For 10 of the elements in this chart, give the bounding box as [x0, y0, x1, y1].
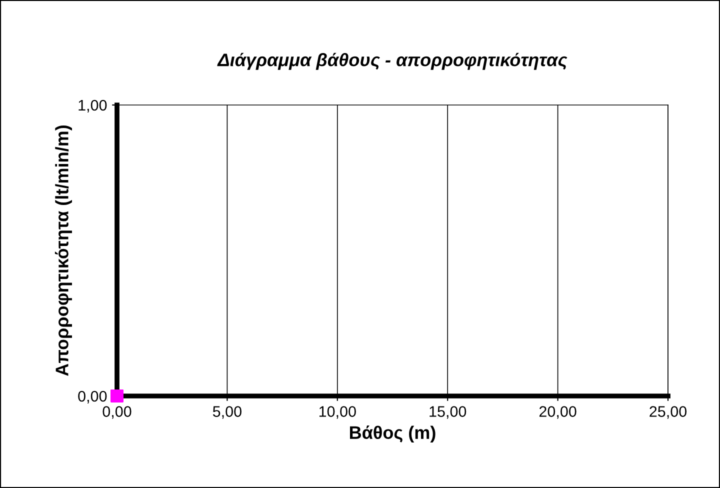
x-tick-label: 10,00 — [319, 406, 356, 419]
y-tick-label: 1,00 — [78, 100, 107, 112]
y-axis-title: Απορροφητικότητα (lt/min/m) — [54, 126, 72, 376]
x-axis-title: Βάθος (m) — [350, 426, 436, 443]
x-tick-label: 25,00 — [650, 406, 687, 419]
x-tick-label: 20,00 — [539, 406, 576, 419]
chart-title: Διάγραμμα βάθους - απορροφητικότητας — [217, 52, 568, 70]
x-tick-label: 0,00 — [102, 406, 132, 419]
x-tick-label: 5,00 — [212, 406, 242, 419]
x-tick-label: 15,00 — [430, 406, 466, 419]
